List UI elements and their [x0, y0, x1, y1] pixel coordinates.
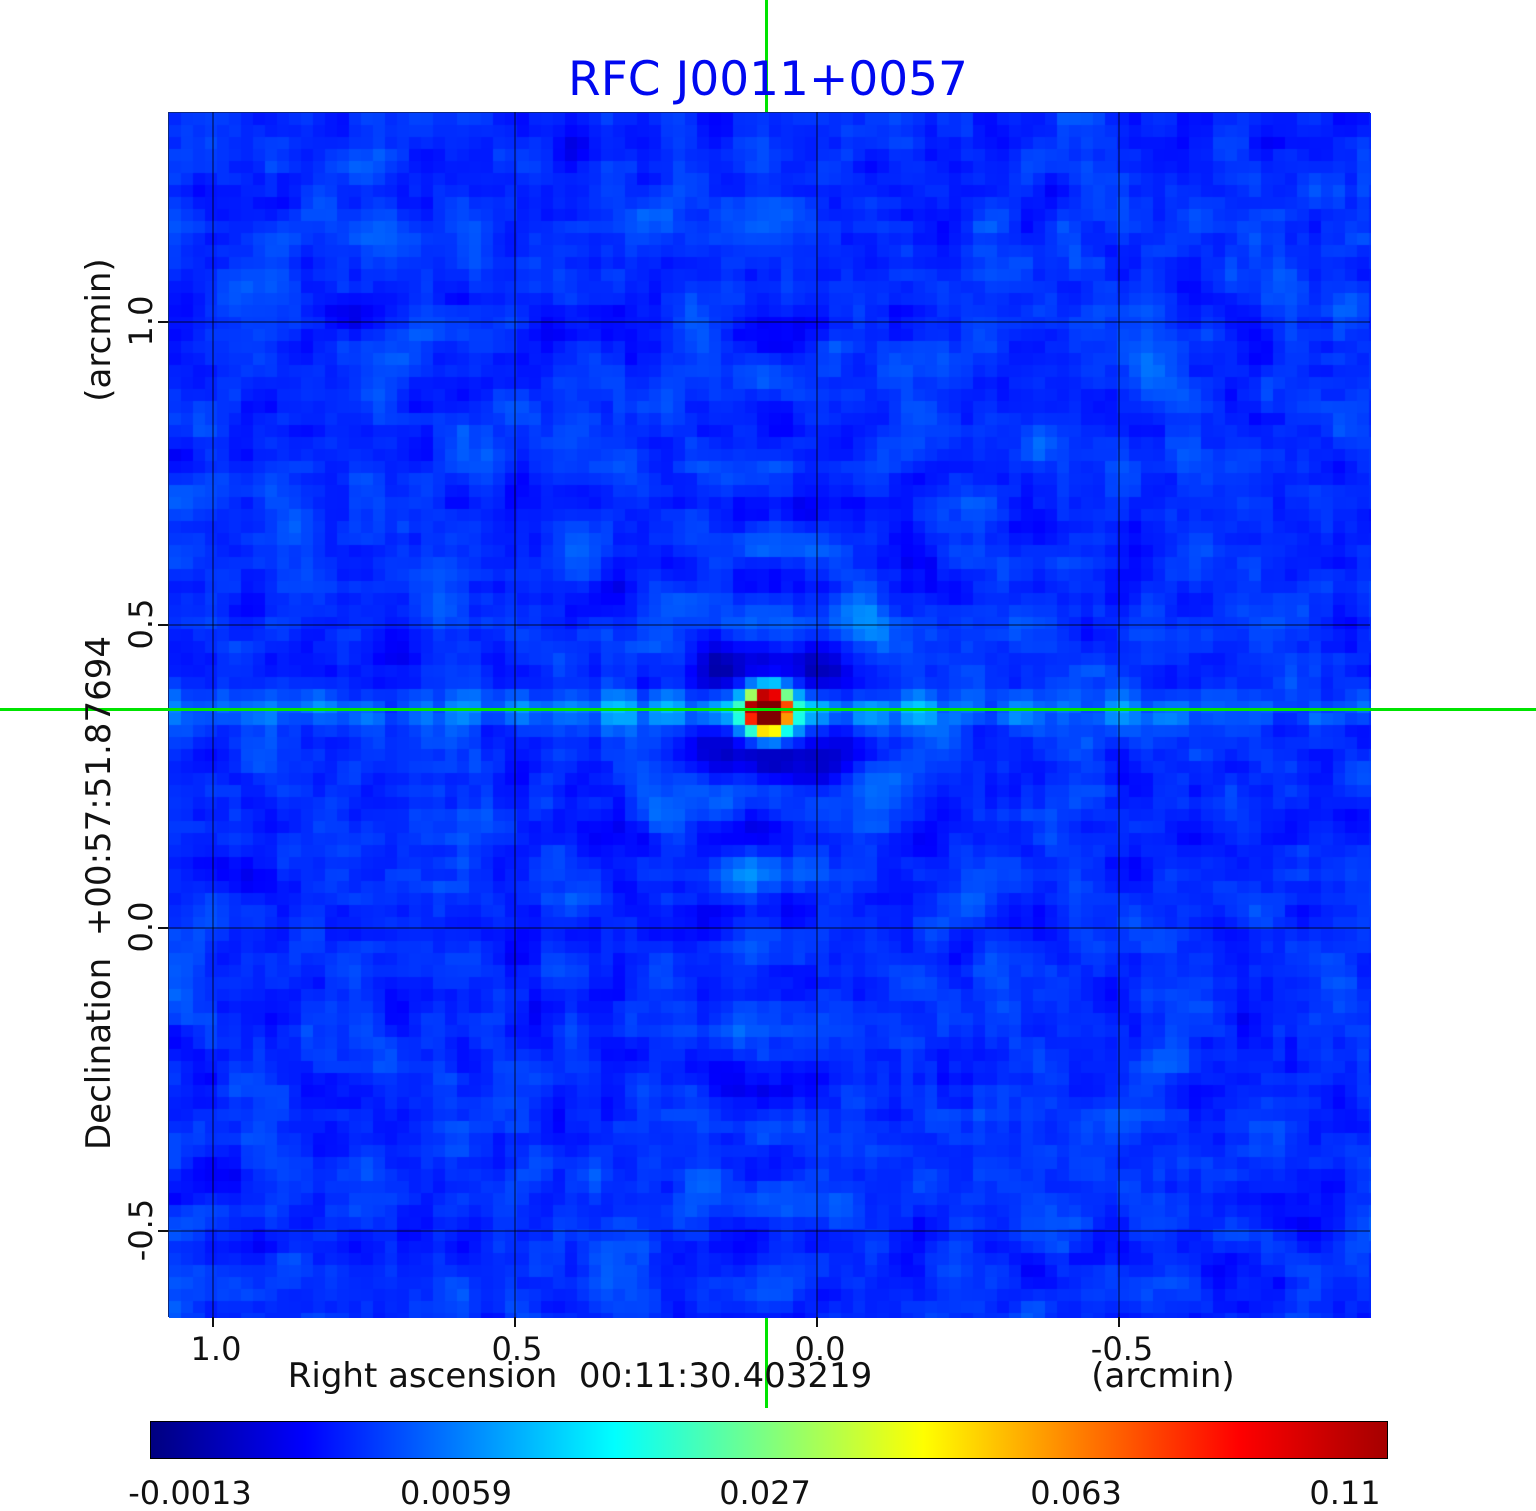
figure-title: RFC J0011+0057 — [568, 52, 968, 107]
colorbar-tick-label-4: 0.063 — [1030, 1474, 1122, 1511]
y-tickmark-3 — [158, 927, 168, 929]
colorbar-tick-label-1: -0.0013 — [128, 1474, 252, 1511]
gridline-y-0.5 — [168, 624, 1370, 626]
x-axis-label: Right ascension 00:11:30.403219 — [287, 1356, 873, 1396]
x-tickmark-1 — [212, 1317, 214, 1327]
gridline-x-0.5 — [514, 112, 516, 1317]
heatmap-canvas — [169, 113, 1371, 1318]
x-tickmark-2 — [514, 1317, 516, 1327]
y-tickmark-4 — [158, 1230, 168, 1232]
y-tick-label-0.5: 0.5 — [122, 598, 160, 650]
gridline-y--0.5 — [168, 1230, 1370, 1232]
gridline-y-1.0 — [168, 321, 1370, 323]
gridline-x--0.5 — [1118, 112, 1120, 1317]
colorbar-tick-label-2: 0.0059 — [400, 1474, 512, 1511]
y-tickmark-1 — [158, 321, 168, 323]
gridline-x-0.0 — [816, 112, 818, 1317]
y-tickmark-2 — [158, 624, 168, 626]
y-tick-label--0.5: -0.5 — [122, 1198, 160, 1262]
x-tickmark-4 — [1118, 1317, 1120, 1327]
y-tick-label-0.0: 0.0 — [122, 901, 160, 953]
x-tick-label--0.5: -0.5 — [1090, 1330, 1154, 1368]
colorbar-tick-label-3: 0.027 — [719, 1474, 811, 1511]
x-tick-label-0.5: 0.5 — [491, 1330, 543, 1368]
sky-map-plot — [168, 112, 1371, 1318]
crosshair-horizontal-line — [0, 708, 1536, 711]
colorbar-tick-label-5: 0.11 — [1309, 1474, 1381, 1511]
colorbar — [150, 1421, 1388, 1459]
gridline-y-0.0 — [168, 927, 1370, 929]
x-tick-label-1.0: 1.0 — [190, 1330, 242, 1368]
x-tick-label-0.0: 0.0 — [794, 1330, 846, 1368]
y-axis-label: Declination +00:57:51.87694 — [79, 636, 119, 1150]
x-axis-unit-label: (arcmin) — [1091, 1356, 1235, 1396]
y-axis-unit-label: (arcmin) — [79, 258, 119, 402]
y-tick-label-1.0: 1.0 — [122, 295, 160, 347]
gridline-x-1.0 — [212, 112, 214, 1317]
x-tickmark-3 — [816, 1317, 818, 1327]
